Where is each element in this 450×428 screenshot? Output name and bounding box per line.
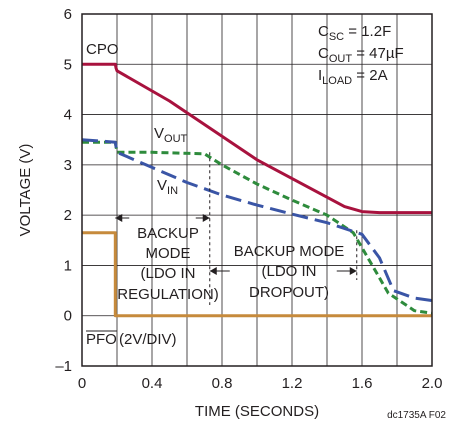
y-tick-label: 5 xyxy=(64,56,72,73)
y-tick-label: 1 xyxy=(64,257,72,274)
plot-frame xyxy=(81,13,433,367)
y-tick-label: –1 xyxy=(55,358,72,375)
arrow-head xyxy=(202,214,210,222)
series-label-vin: VIN xyxy=(157,177,178,197)
series-vin xyxy=(81,138,433,303)
condition-label: ILOAD = 2A xyxy=(318,67,388,87)
arrow-head xyxy=(209,267,217,275)
x-tick-label: 0.4 xyxy=(142,375,163,392)
tick-labels: 0 0.4 0.8 1.2 1.6 2.0 6 5 4 3 2 1 0 –1 xyxy=(55,6,442,392)
series-cpo xyxy=(82,62,432,215)
series-pfo xyxy=(82,231,432,318)
x-tick-label: 1.2 xyxy=(282,375,303,392)
x-tick-label: 2.0 xyxy=(422,375,443,392)
backup-regulation-text: MODE xyxy=(146,245,191,262)
series-lines xyxy=(81,62,433,318)
backup-dropout-text: DROPOUT) xyxy=(249,284,329,301)
y-tick-label: 4 xyxy=(64,107,72,124)
x-axis-title: TIME (SECONDS) xyxy=(195,403,319,420)
condition-label: COUT = 47µF xyxy=(318,45,404,65)
y-axis-title: VOLTAGE (V) xyxy=(17,144,34,237)
series-vout xyxy=(82,140,433,315)
x-tick-label: 0 xyxy=(78,375,86,392)
series-label-pfo: PFO xyxy=(86,331,117,348)
x-tick-label: 0.8 xyxy=(212,375,233,392)
backup-dropout-text: (LDO IN xyxy=(261,263,316,280)
series-label-cpo: CPO xyxy=(86,41,119,58)
y-tick-label: 2 xyxy=(64,207,72,224)
figure-id: dc1735A F02 xyxy=(387,410,446,421)
condition-label: CSC = 1.2F xyxy=(318,23,391,43)
arrow-head xyxy=(115,214,123,222)
x-tick-label: 1.6 xyxy=(352,375,373,392)
arrow-head xyxy=(349,267,357,275)
y-tick-label: 6 xyxy=(64,6,72,23)
y-tick-label: 0 xyxy=(64,308,72,325)
backup-dropout-text: BACKUP MODE xyxy=(234,243,345,260)
pfo-scale-label: (2V/DIV) xyxy=(119,331,177,348)
series-label-vout: VOUT xyxy=(154,125,188,145)
axis-titles: TIME (SECONDS) VOLTAGE (V) dc1735A F02 xyxy=(17,144,446,421)
backup-regulation-text: BACKUP xyxy=(137,225,199,242)
y-tick-label: 3 xyxy=(64,157,72,174)
backup-regulation-text: REGULATION) xyxy=(117,286,218,303)
backup-regulation-text: (LDO IN xyxy=(140,265,195,282)
